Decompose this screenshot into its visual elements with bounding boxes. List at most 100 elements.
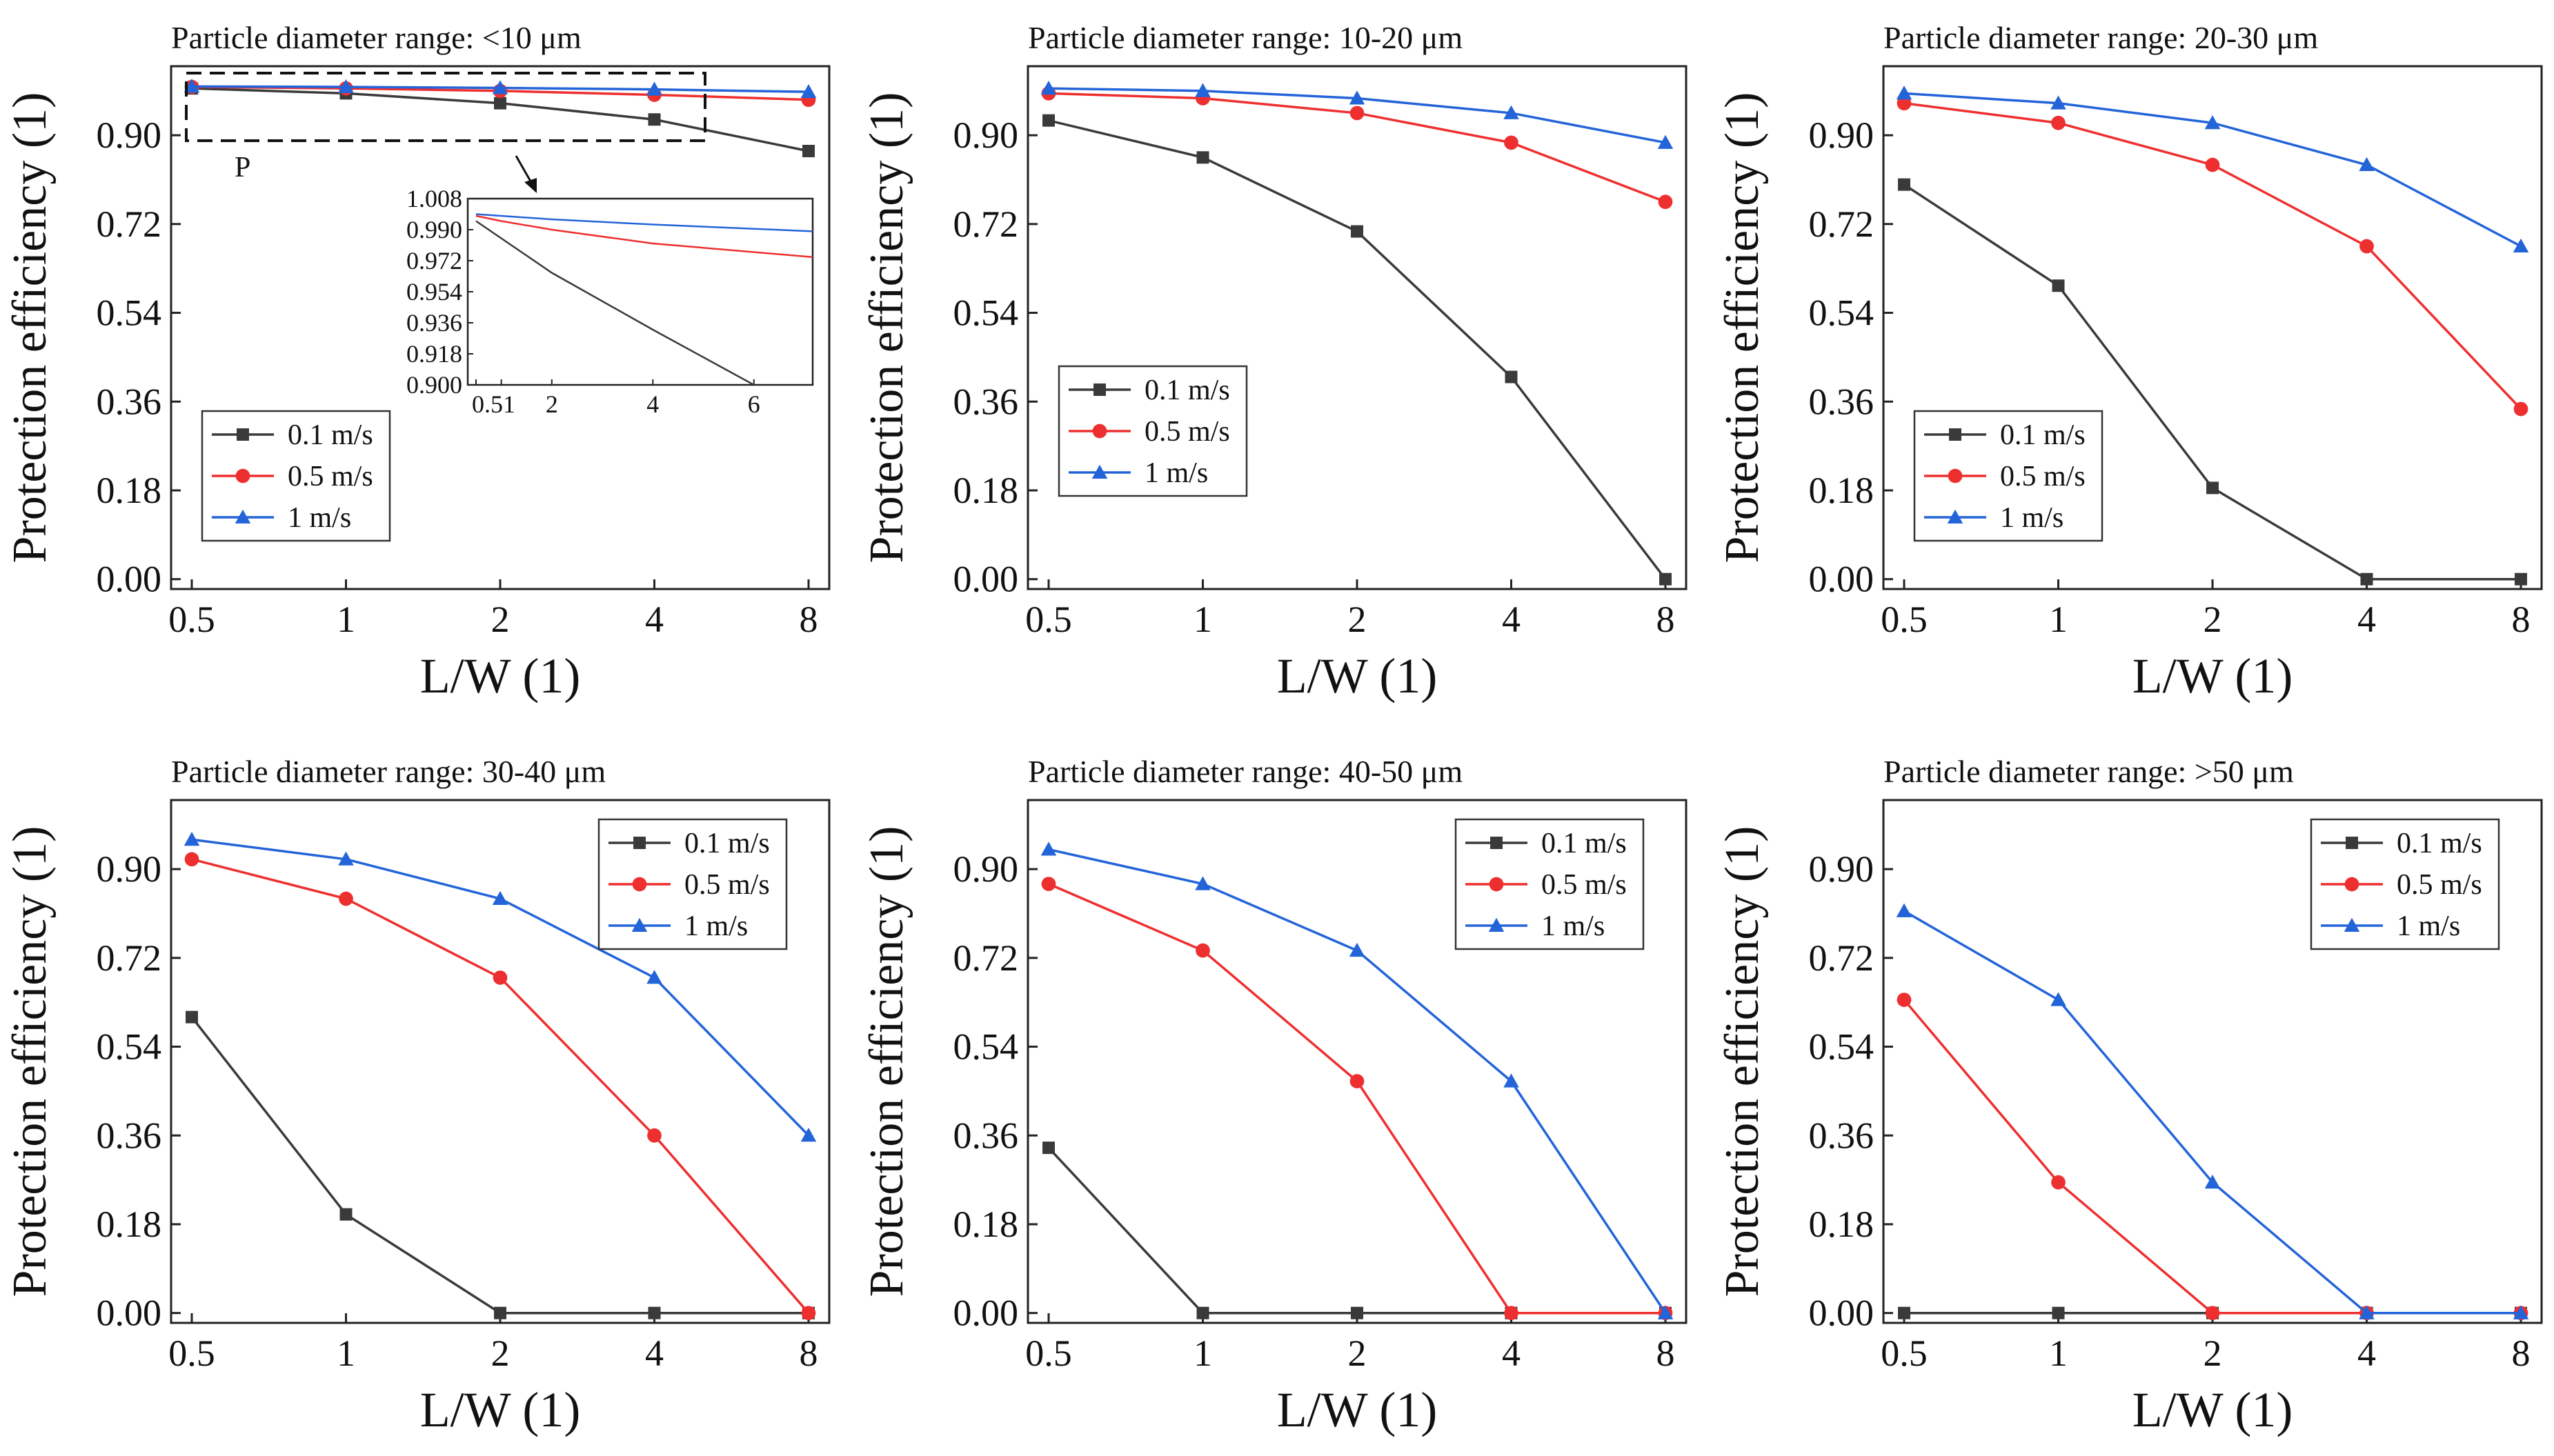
y-axis-label: Protection efficiency (1) [3, 92, 57, 564]
data-point [2360, 572, 2373, 586]
legend-marker [1948, 468, 1963, 483]
legend-label: 0.1 m/s [684, 828, 770, 859]
inset-series-line [475, 220, 756, 385]
data-point [493, 970, 508, 985]
data-point [1349, 1074, 1365, 1088]
data-point [339, 891, 353, 906]
data-point [1196, 943, 1210, 958]
chart-panel-4: Particle diameter range: 30-40 μm 0.00 0.1… [3, 754, 831, 1437]
data-point [2359, 157, 2375, 172]
data-point [646, 81, 662, 96]
x-tick-label: 8 [2512, 1333, 2531, 1374]
x-axis-label: L/W (1) [2132, 648, 2293, 704]
data-point [2052, 1306, 2065, 1319]
x-axis-label: L/W (1) [1277, 1382, 1438, 1437]
data-point [1042, 114, 1055, 127]
x-tick-label: 2 [2204, 599, 2222, 640]
y-axis-label: Protection efficiency (1) [1716, 92, 1769, 564]
inset-y-tick-label: 0.936 [406, 309, 462, 337]
data-point [1504, 135, 1518, 150]
x-tick-label: 0.5 [1025, 599, 1072, 640]
data-point [2205, 1306, 2220, 1321]
y-tick-label: 0.36 [97, 381, 162, 422]
legend-label: 0.5 m/s [288, 461, 373, 492]
x-axis-label: L/W (1) [420, 648, 581, 704]
data-point [1040, 841, 1057, 856]
y-axis-label: Protection efficiency (1) [860, 826, 913, 1297]
legend-label: 1 m/s [288, 502, 351, 534]
legend-marker [2344, 877, 2359, 892]
x-tick-label: 1 [2049, 599, 2068, 640]
data-point [1196, 151, 1209, 164]
inset-y-tick-label: 0.900 [406, 371, 462, 399]
data-point [1658, 195, 1673, 210]
data-point [1897, 96, 1912, 110]
data-point [492, 890, 508, 906]
plot-frame [1027, 65, 1687, 590]
x-axis-label: L/W (1) [420, 1382, 581, 1437]
data-point [1505, 370, 1518, 383]
data-point [494, 1306, 506, 1319]
data-point [492, 80, 508, 94]
legend-marker [633, 837, 646, 849]
legend-label: 0.5 m/s [2397, 869, 2482, 901]
data-point [1351, 1306, 1363, 1319]
y-tick-label: 0.54 [953, 292, 1019, 334]
x-tick-label: 1 [337, 1333, 355, 1374]
y-tick-label: 0.54 [1809, 1026, 1874, 1068]
data-point [1042, 1141, 1055, 1155]
x-tick-label: 8 [800, 599, 818, 640]
x-tick-label: 8 [800, 1333, 818, 1374]
legend-marker [235, 468, 250, 483]
x-tick-label: 0.5 [1881, 1333, 1928, 1374]
legend-marker [235, 509, 251, 523]
x-tick-label: 1 [1194, 1333, 1212, 1374]
legend-label: 0.5 m/s [684, 869, 770, 901]
x-tick-label: 2 [1348, 1333, 1367, 1374]
zoom-arrow [515, 155, 534, 186]
data-point [2513, 1305, 2529, 1319]
y-tick-label: 0.54 [97, 292, 162, 334]
y-tick-label: 0.18 [97, 470, 162, 511]
series-line [1903, 910, 2521, 1315]
data-point [2515, 572, 2527, 586]
y-tick-label: 0.18 [953, 1204, 1019, 1245]
legend-marker [1093, 383, 1106, 396]
y-tick-label: 0.72 [97, 203, 162, 245]
legend-label: 0.1 m/s [1145, 375, 1230, 406]
y-tick-label: 0.72 [953, 203, 1019, 245]
data-point [2050, 992, 2066, 1006]
legend-label: 0.1 m/s [288, 419, 373, 451]
x-tick-label: 4 [1502, 599, 1521, 640]
x-tick-label: 1 [2049, 1333, 2068, 1374]
zoom-region-label: P [235, 152, 250, 183]
legend-label: 0.5 m/s [1145, 416, 1230, 448]
data-point [2052, 279, 2065, 292]
x-tick-label: 4 [645, 599, 664, 640]
legend-label: 0.1 m/s [2397, 828, 2482, 859]
data-point [1503, 1073, 1519, 1088]
legend-label: 1 m/s [684, 910, 748, 942]
x-tick-label: 0.5 [168, 1333, 215, 1374]
data-point [1898, 1306, 1910, 1319]
legend-marker [237, 428, 249, 441]
data-point [2206, 481, 2219, 495]
data-point [2204, 114, 2221, 130]
y-tick-label: 0.36 [1809, 1115, 1874, 1156]
data-point [1195, 83, 1211, 97]
legend-label: 1 m/s [2000, 502, 2063, 534]
inset-y-tick-label: 0.918 [406, 340, 462, 368]
panel-title: Particle diameter range: 30-40 μm [171, 754, 606, 789]
inset-x-tick-label: 6 [748, 390, 760, 418]
y-tick-label: 0.90 [97, 848, 162, 890]
inset-x-tick-label: 4 [646, 390, 659, 418]
data-point [800, 1128, 817, 1142]
y-tick-label: 0.36 [1809, 381, 1874, 422]
y-tick-label: 0.90 [97, 114, 162, 156]
y-tick-label: 0.18 [1809, 470, 1874, 511]
x-tick-label: 0.5 [1881, 599, 1928, 640]
y-tick-label: 0.00 [953, 559, 1019, 600]
y-tick-label: 0.72 [97, 937, 162, 979]
x-tick-label: 2 [491, 599, 510, 640]
legend: 0.1 m/s 0.5 m/s 1 m/s [1913, 410, 2103, 542]
